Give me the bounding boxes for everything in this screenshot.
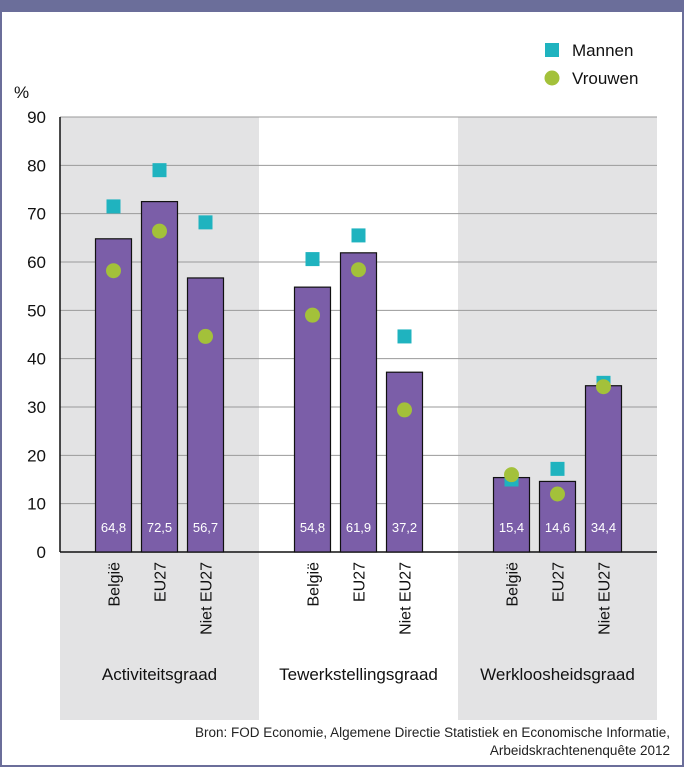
legend-swatch-mannen (545, 43, 559, 57)
source-note: Bron: FOD Economie, Algemene Directie St… (195, 725, 670, 758)
bar-value-label: 72,5 (147, 520, 172, 535)
marker-vrouwen (504, 467, 519, 483)
marker-vrouwen (152, 223, 167, 239)
y-axis-label: % (14, 83, 29, 102)
bar (186, 277, 225, 553)
marker-vrouwen (305, 307, 320, 323)
y-tick-label: 60 (27, 253, 46, 272)
bar (492, 476, 531, 553)
y-tick-label: 20 (27, 446, 46, 465)
category-label: Niet EU27 (199, 562, 216, 635)
category-label: België (107, 562, 124, 607)
bar (293, 286, 332, 553)
category-label: EU27 (352, 562, 369, 602)
group-label: Activiteitsgraad (102, 665, 217, 684)
bar-value-label: 64,8 (101, 520, 126, 535)
marker-mannen (198, 215, 213, 230)
marker-vrouwen (397, 402, 412, 418)
bar-value-label: 15,4 (499, 520, 524, 535)
bar-value-label: 37,2 (392, 520, 417, 535)
bar-value-label: 56,7 (193, 520, 218, 535)
marker-vrouwen (550, 486, 565, 502)
y-tick-label: 80 (27, 156, 46, 175)
bar-value-label: 61,9 (346, 520, 371, 535)
marker-vrouwen (351, 262, 366, 278)
category-label: België (306, 562, 323, 607)
y-tick-label: 30 (27, 398, 46, 417)
marker-mannen (351, 228, 366, 243)
marker-vrouwen (596, 379, 611, 395)
bar (140, 200, 179, 553)
y-tick-label: 10 (27, 495, 46, 514)
marker-vrouwen (106, 263, 121, 279)
group-label: Werkloosheidsgraad (480, 665, 635, 684)
y-tick-label: 90 (27, 108, 46, 127)
bar (339, 252, 378, 553)
y-tick-label: 50 (27, 301, 46, 320)
marker-mannen (550, 461, 565, 476)
marker-mannen (106, 199, 121, 214)
category-label: Niet EU27 (597, 562, 614, 635)
marker-mannen (152, 163, 167, 178)
group-label: Tewerkstellingsgraad (279, 665, 438, 684)
category-label: Niet EU27 (398, 562, 415, 635)
category-label: België (505, 562, 522, 607)
bar (94, 238, 133, 553)
y-tick-label: 70 (27, 205, 46, 224)
chart: 0 10 20 30 40 50 60 70 80 90% 64,8 België 72,5 EU27 56… (14, 41, 657, 720)
bar-value-label: 14,6 (545, 520, 570, 535)
legend-swatch-vrouwen (544, 70, 560, 86)
category-label: EU27 (551, 562, 568, 602)
y-tick-label: 0 (37, 543, 46, 562)
marker-mannen (397, 329, 412, 344)
group-band (458, 117, 657, 720)
bar-value-label: 34,4 (591, 520, 616, 535)
legend-label: Mannen (572, 41, 633, 60)
category-label: EU27 (153, 562, 170, 602)
marker-vrouwen (198, 328, 213, 344)
marker-mannen (305, 252, 320, 267)
bar (584, 385, 623, 553)
bar (385, 371, 424, 553)
bar-value-label: 54,8 (300, 520, 325, 535)
y-tick-label: 40 (27, 350, 46, 369)
legend-label: Vrouwen (572, 69, 638, 88)
